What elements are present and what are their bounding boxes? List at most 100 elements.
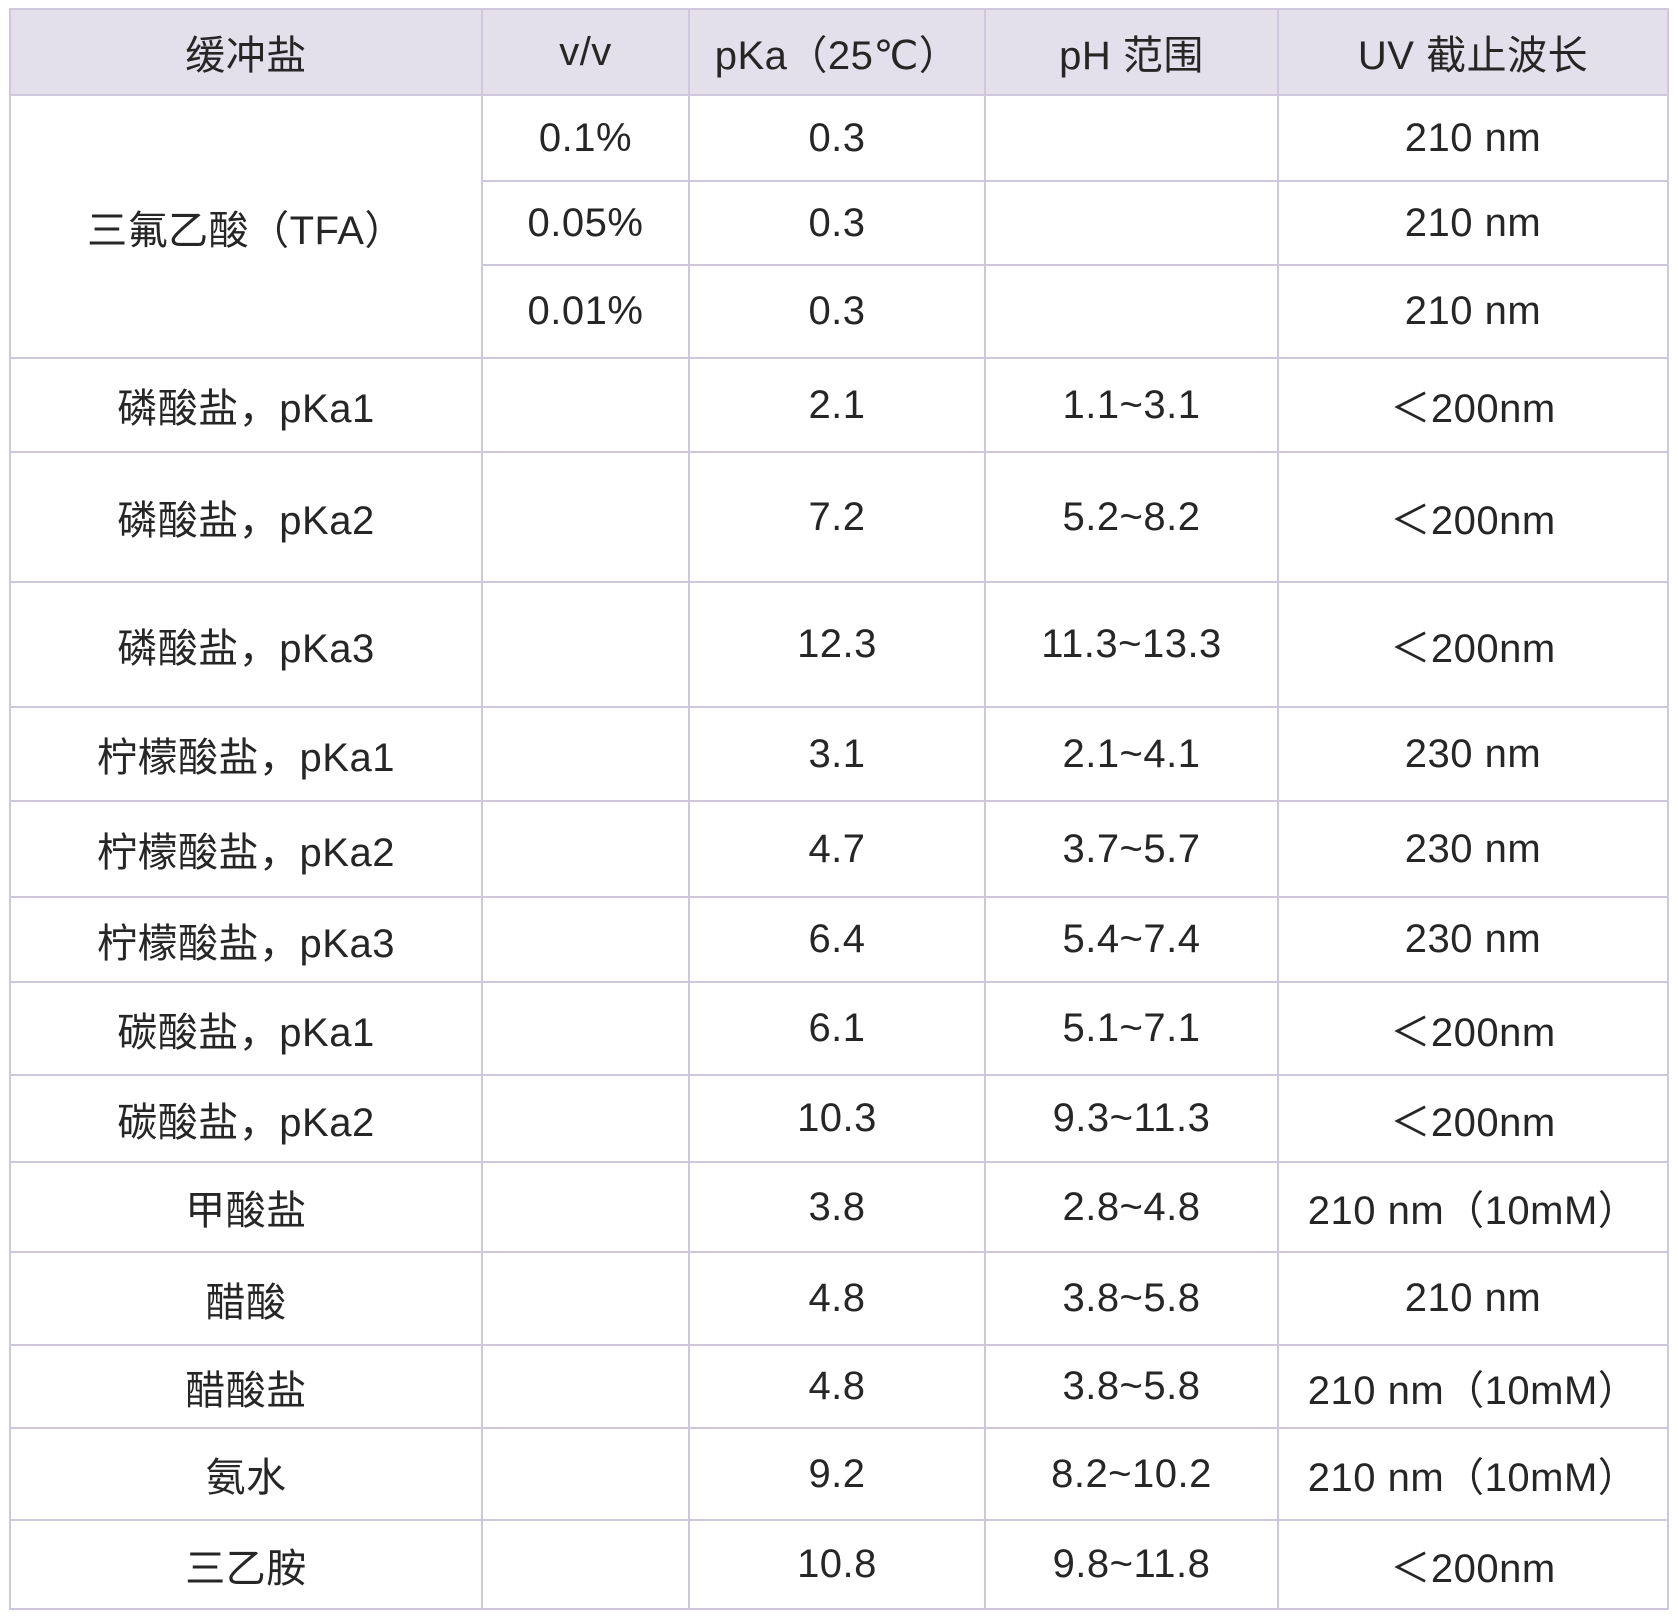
cell-pka: 12.3 — [688, 581, 986, 708]
cell-uv-cutoff: ＜200nm — [1277, 357, 1669, 453]
cell-vv — [481, 1251, 690, 1346]
cell-pka: 9.2 — [688, 1427, 986, 1521]
table-row-tfa-3: 0.01% 0.3 210 nm — [10, 264, 1669, 359]
cell-pka: 4.8 — [688, 1251, 986, 1346]
cell-uv-cutoff: 230 nm — [1277, 706, 1669, 802]
table-row-acetate: 醋酸盐 4.8 3.8~5.8 210 nm（10mM） — [9, 1344, 1669, 1429]
cell-buffer-name: 醋酸 — [9, 1251, 483, 1346]
table-row-tfa-2: 0.05% 0.3 210 nm — [10, 180, 1669, 266]
table-row-phosphate-pka3: 磷酸盐，pKa3 12.3 11.3~13.3 ＜200nm — [9, 581, 1669, 708]
table-row-ammonia: 氨水 9.2 8.2~10.2 210 nm（10mM） — [9, 1427, 1669, 1521]
cell-buffer-name: 氨水 — [9, 1427, 483, 1521]
cell-vv — [481, 451, 690, 583]
cell-vv — [481, 581, 690, 708]
cell-pka: 3.1 — [688, 706, 986, 802]
cell-buffer-name: 三乙胺 — [9, 1519, 483, 1610]
cell-pka: 6.4 — [688, 896, 986, 983]
cell-buffer-name: 碳酸盐，pKa2 — [9, 1074, 483, 1163]
cell-ph-range: 9.3~11.3 — [984, 1074, 1279, 1163]
cell-uv-cutoff: 210 nm — [1277, 264, 1669, 359]
table-row-triethylamine: 三乙胺 10.8 9.8~11.8 ＜200nm — [9, 1519, 1669, 1610]
cell-buffer-name: 柠檬酸盐，pKa3 — [9, 896, 483, 983]
cell-uv-cutoff: ＜200nm — [1277, 1519, 1669, 1610]
cell-pka: 3.8 — [688, 1161, 986, 1253]
cell-uv-cutoff: ＜200nm — [1277, 451, 1669, 583]
cell-vv: 0.05% — [481, 180, 690, 266]
cell-vv — [481, 1519, 690, 1610]
cell-buffer-name: 磷酸盐，pKa2 — [9, 451, 483, 583]
header-row: 缓冲盐 v/v pKa（25℃） pH 范围 UV 截止波长 — [9, 8, 1669, 96]
cell-vv — [481, 981, 690, 1076]
cell-ph-range: 5.1~7.1 — [984, 981, 1279, 1076]
cell-uv-cutoff: ＜200nm — [1277, 581, 1669, 708]
cell-buffer-tfa: 三氟乙酸（TFA） — [9, 94, 483, 359]
cell-ph-range — [984, 94, 1279, 182]
table-row-citrate-pka3: 柠檬酸盐，pKa3 6.4 5.4~7.4 230 nm — [9, 896, 1669, 983]
cell-pka: 6.1 — [688, 981, 986, 1076]
table-row-formate: 甲酸盐 3.8 2.8~4.8 210 nm（10mM） — [9, 1161, 1669, 1253]
cell-vv — [481, 1427, 690, 1521]
col-header-ph-range: pH 范围 — [984, 8, 1279, 96]
cell-uv-cutoff: 210 nm — [1277, 1251, 1669, 1346]
cell-ph-range: 9.8~11.8 — [984, 1519, 1279, 1610]
col-header-vv: v/v — [481, 8, 690, 96]
cell-uv-cutoff: 210 nm（10mM） — [1277, 1427, 1669, 1521]
cell-ph-range: 8.2~10.2 — [984, 1427, 1279, 1521]
cell-pka: 10.8 — [688, 1519, 986, 1610]
cell-ph-range — [984, 180, 1279, 266]
cell-vv — [481, 896, 690, 983]
table-row-citrate-pka1: 柠檬酸盐，pKa1 3.1 2.1~4.1 230 nm — [9, 706, 1669, 802]
table-row-carbonate-pka1: 碳酸盐，pKa1 6.1 5.1~7.1 ＜200nm — [9, 981, 1669, 1076]
cell-pka: 0.3 — [688, 264, 986, 359]
cell-uv-cutoff: ＜200nm — [1277, 1074, 1669, 1163]
cell-buffer-name: 柠檬酸盐，pKa2 — [9, 800, 483, 898]
table-row-carbonate-pka2: 碳酸盐，pKa2 10.3 9.3~11.3 ＜200nm — [9, 1074, 1669, 1163]
cell-pka: 0.3 — [688, 94, 986, 182]
cell-pka: 4.8 — [688, 1344, 986, 1429]
cell-uv-cutoff: 210 nm（10mM） — [1277, 1161, 1669, 1253]
cell-ph-range: 3.8~5.8 — [984, 1344, 1279, 1429]
table-row-phosphate-pka1: 磷酸盐，pKa1 2.1 1.1~3.1 ＜200nm — [9, 357, 1669, 453]
buffer-salt-table: 缓冲盐 v/v pKa（25℃） pH 范围 UV 截止波长 三氟乙酸（TFA）… — [9, 8, 1669, 1610]
cell-uv-cutoff: 210 nm — [1277, 180, 1669, 266]
cell-pka: 0.3 — [688, 180, 986, 266]
col-header-buffer-salt: 缓冲盐 — [9, 8, 483, 96]
cell-uv-cutoff: 230 nm — [1277, 800, 1669, 898]
cell-ph-range: 2.8~4.8 — [984, 1161, 1279, 1253]
cell-pka: 4.7 — [688, 800, 986, 898]
cell-buffer-name: 柠檬酸盐，pKa1 — [9, 706, 483, 802]
cell-buffer-name: 甲酸盐 — [9, 1161, 483, 1253]
cell-uv-cutoff: 230 nm — [1277, 896, 1669, 983]
cell-pka: 7.2 — [688, 451, 986, 583]
cell-ph-range: 1.1~3.1 — [984, 357, 1279, 453]
table-row-phosphate-pka2: 磷酸盐，pKa2 7.2 5.2~8.2 ＜200nm — [9, 451, 1669, 583]
cell-pka: 10.3 — [688, 1074, 986, 1163]
col-header-uv-cutoff: UV 截止波长 — [1277, 8, 1669, 96]
cell-uv-cutoff: 210 nm（10mM） — [1277, 1344, 1669, 1429]
cell-vv: 0.1% — [481, 94, 690, 182]
cell-ph-range: 5.2~8.2 — [984, 451, 1279, 583]
table-row-citrate-pka2: 柠檬酸盐，pKa2 4.7 3.7~5.7 230 nm — [9, 800, 1669, 898]
cell-pka: 2.1 — [688, 357, 986, 453]
table-row-tfa-1: 三氟乙酸（TFA） 0.1% 0.3 210 nm — [9, 94, 1669, 359]
cell-vv — [481, 800, 690, 898]
cell-ph-range: 5.4~7.4 — [984, 896, 1279, 983]
cell-buffer-name: 磷酸盐，pKa1 — [9, 357, 483, 453]
cell-vv — [481, 357, 690, 453]
cell-uv-cutoff: 210 nm — [1277, 94, 1669, 182]
table-row-acetic-acid: 醋酸 4.8 3.8~5.8 210 nm — [9, 1251, 1669, 1346]
cell-ph-range: 3.8~5.8 — [984, 1251, 1279, 1346]
cell-buffer-name: 磷酸盐，pKa3 — [9, 581, 483, 708]
cell-ph-range: 11.3~13.3 — [984, 581, 1279, 708]
cell-buffer-name: 碳酸盐，pKa1 — [9, 981, 483, 1076]
cell-vv — [481, 1161, 690, 1253]
cell-ph-range: 3.7~5.7 — [984, 800, 1279, 898]
cell-ph-range — [984, 264, 1279, 359]
cell-vv — [481, 1074, 690, 1163]
cell-vv — [481, 706, 690, 802]
cell-ph-range: 2.1~4.1 — [984, 706, 1279, 802]
cell-uv-cutoff: ＜200nm — [1277, 981, 1669, 1076]
cell-vv — [481, 1344, 690, 1429]
cell-buffer-name: 醋酸盐 — [9, 1344, 483, 1429]
